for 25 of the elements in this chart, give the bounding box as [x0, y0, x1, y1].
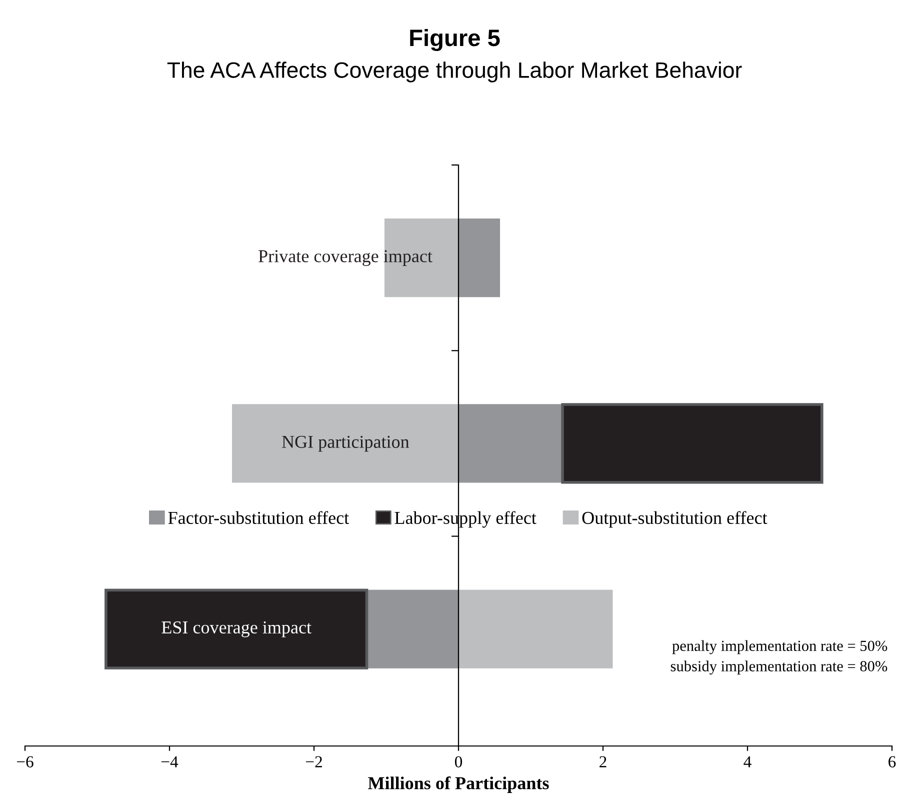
bar — [104, 588, 368, 670]
bar — [366, 590, 459, 668]
y-tick-label: Private coverage impact — [258, 250, 432, 266]
bar — [458, 404, 563, 483]
x-tick-label: −2 — [306, 756, 322, 768]
bar — [458, 590, 613, 668]
x-tick-label: 2 — [600, 756, 606, 768]
x-tick-label: −6 — [16, 756, 34, 768]
annotation: subsidy implementation rate = 80% — [670, 660, 888, 675]
chart-subtitle: The ACA Affects Coverage through Labor Market Behavior — [167, 62, 742, 82]
bar — [458, 218, 500, 298]
x-tick-label: 0 — [454, 756, 462, 768]
legend-label: Output-substitution effect — [582, 511, 768, 528]
bar — [384, 218, 459, 298]
x-axis-title: Millions of Participants — [368, 776, 549, 793]
x-tick-label: 6 — [888, 756, 896, 768]
annotation: penalty implementation rate = 50% — [672, 640, 888, 654]
x-tick-label: 4 — [744, 756, 752, 768]
chart-title: Figure 5 — [410, 28, 500, 52]
x-tick-label: −4 — [161, 756, 178, 768]
bar — [232, 404, 459, 483]
y-tick-label: NGI participation — [282, 436, 410, 452]
y-tick-label: ESI coverage impact — [162, 621, 312, 638]
legend-label: Factor-substitution effect — [168, 511, 349, 524]
bar — [561, 403, 824, 484]
